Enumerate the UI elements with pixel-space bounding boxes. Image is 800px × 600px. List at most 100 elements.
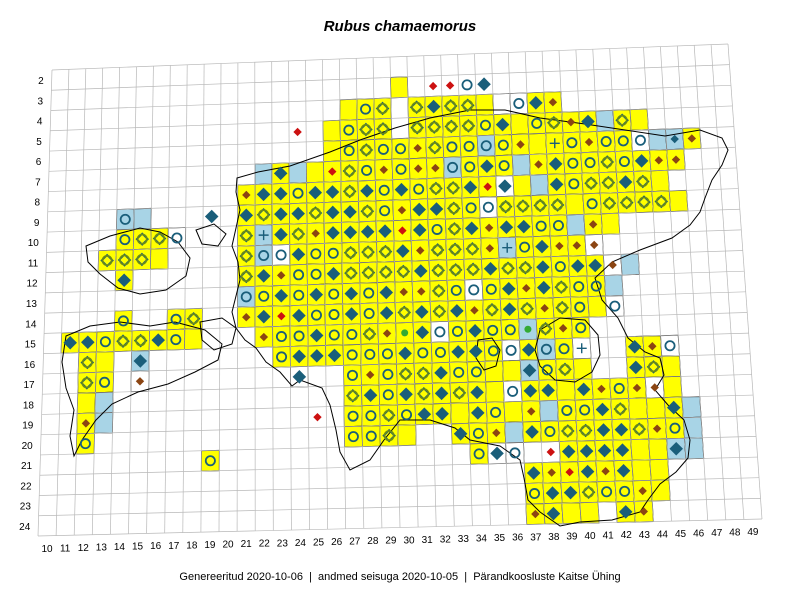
marker-9-22-ring [258,209,270,221]
marker-20-38-ring [544,425,556,437]
grid-line-v [218,63,222,532]
marker-4-39-diamond-solid [548,98,558,107]
coastline-layer [61,109,729,527]
marker-19-28-ring [365,410,377,422]
marker-8-25-diamond [308,185,323,200]
grid-cell-15-33 [447,320,468,343]
marker-13-36-diamond [501,281,516,296]
grid-line-v [288,60,292,531]
marker-12-35-diamond [483,262,498,276]
grid-line-v [609,48,636,522]
marker-17-37-diamond [522,363,537,378]
marker-9-29-ring [379,205,391,217]
grid-cell-13-24 [289,284,308,307]
grid-cell-5-27 [339,119,358,142]
x-tick-label: 22 [259,539,271,550]
marker-8-33-ring [447,182,459,194]
grid-line-h [47,188,739,213]
marker-6-39-plus [549,138,560,149]
marker-9-28-ring [361,205,373,217]
marker-15-30-dot-green [401,329,409,337]
marker-5-41-diamond [581,114,595,129]
grid-cell-4-35 [475,93,495,116]
marker-8-28-diamond [360,184,374,198]
marker-10-16-ring [154,233,166,245]
grid-cell-14-17 [166,308,186,331]
marker-9-38-ring [534,200,546,212]
grid-cell-15-18 [184,328,203,350]
marker-10-14-ring [119,234,131,246]
grid-cell-4-36 [492,93,512,116]
grid-cell-19-13 [94,412,114,434]
marker-11-38-diamond [535,239,549,254]
y-tick-label: 10 [28,238,40,249]
x-tick-label: 28 [367,536,379,547]
marker-6-35-ring [480,140,492,152]
marker-8-26-diamond [325,185,340,199]
x-tick-label: 47 [711,528,723,539]
marker-21-35-diamond [490,446,504,461]
grid-cell-16-23 [272,346,291,368]
marker-8-41-ring [585,177,597,189]
grid-line-h [51,43,729,71]
grid-line-h [47,208,740,233]
marker-15-27-ring [346,328,358,340]
marker-22-41-diamond-solid [601,466,610,476]
marker-9-42-ring [603,197,615,209]
grid-cell-4-37 [509,92,529,115]
marker-8-34-diamond [463,180,478,195]
footer-data-state: andmed seisuga 2020-10-05 [318,571,459,583]
marker-16-23-ring [276,351,288,363]
y-tick-label: 18 [23,400,35,411]
x-tick-label: 44 [657,529,669,540]
marker-18-32-diamond [434,386,449,401]
x-tick-label: 10 [41,544,53,555]
marker-10-25-diamond-solid [311,229,320,238]
grid-cell-18-42 [609,377,630,400]
grid-cell-13-41 [586,275,606,298]
marker-17-43-diamond [629,360,643,375]
marker-8-43-diamond [618,175,633,189]
marker-9-37-ring [517,200,529,212]
grid-cell-21-44 [648,438,669,461]
marker-12-25-ring [310,268,322,280]
marker-6-36-ring [497,139,509,151]
marker-18-42-ring [613,382,625,394]
grid-line-v [676,45,709,521]
grid-line-v [164,65,171,534]
y-tick-label: 9 [34,218,40,229]
grid-cell-9-14 [115,208,135,231]
grid-cell-13-34 [464,278,484,301]
marker-11-22-ring [258,250,270,262]
grid-line-v [146,66,154,534]
grid-line-v [541,51,564,524]
grid-line-v [110,67,120,535]
x-tick-label: 46 [693,528,705,539]
marker-17-30-ring [400,368,412,380]
y-tick-label: 7 [35,177,41,188]
marker-14-38-diamond-solid [540,304,549,313]
marker-12-41-diamond [588,258,603,273]
grid-cell-10-39 [548,214,569,237]
marker-4-28-ring [360,103,372,115]
marker-6-41-diamond-solid [584,137,594,147]
grid-cell-9-35 [478,196,498,219]
marker-5-35-ring [479,119,491,131]
marker-16-40-plus [576,343,587,354]
marker-11-34-ring [466,243,478,255]
marker-16-43-diamond [627,339,642,354]
grid-line-h [49,126,734,152]
grid-cell-16-29 [378,342,397,365]
marker-3-33-diamond-red [445,81,455,90]
marker-20-39-ring [562,425,574,437]
grid-cell-15-32 [430,320,450,343]
marker-4-32-diamond [426,99,441,114]
marker-17-32-diamond [434,366,448,380]
grid-cell-6-38 [528,132,548,155]
grid-cell-6-34 [459,135,479,158]
grid-line-v [338,58,347,529]
grid-line-v [710,44,745,520]
grid-cell-16-36 [501,339,521,362]
marker-14-42-ring [609,300,621,312]
marker-11-40-diamond-solid [572,241,581,250]
